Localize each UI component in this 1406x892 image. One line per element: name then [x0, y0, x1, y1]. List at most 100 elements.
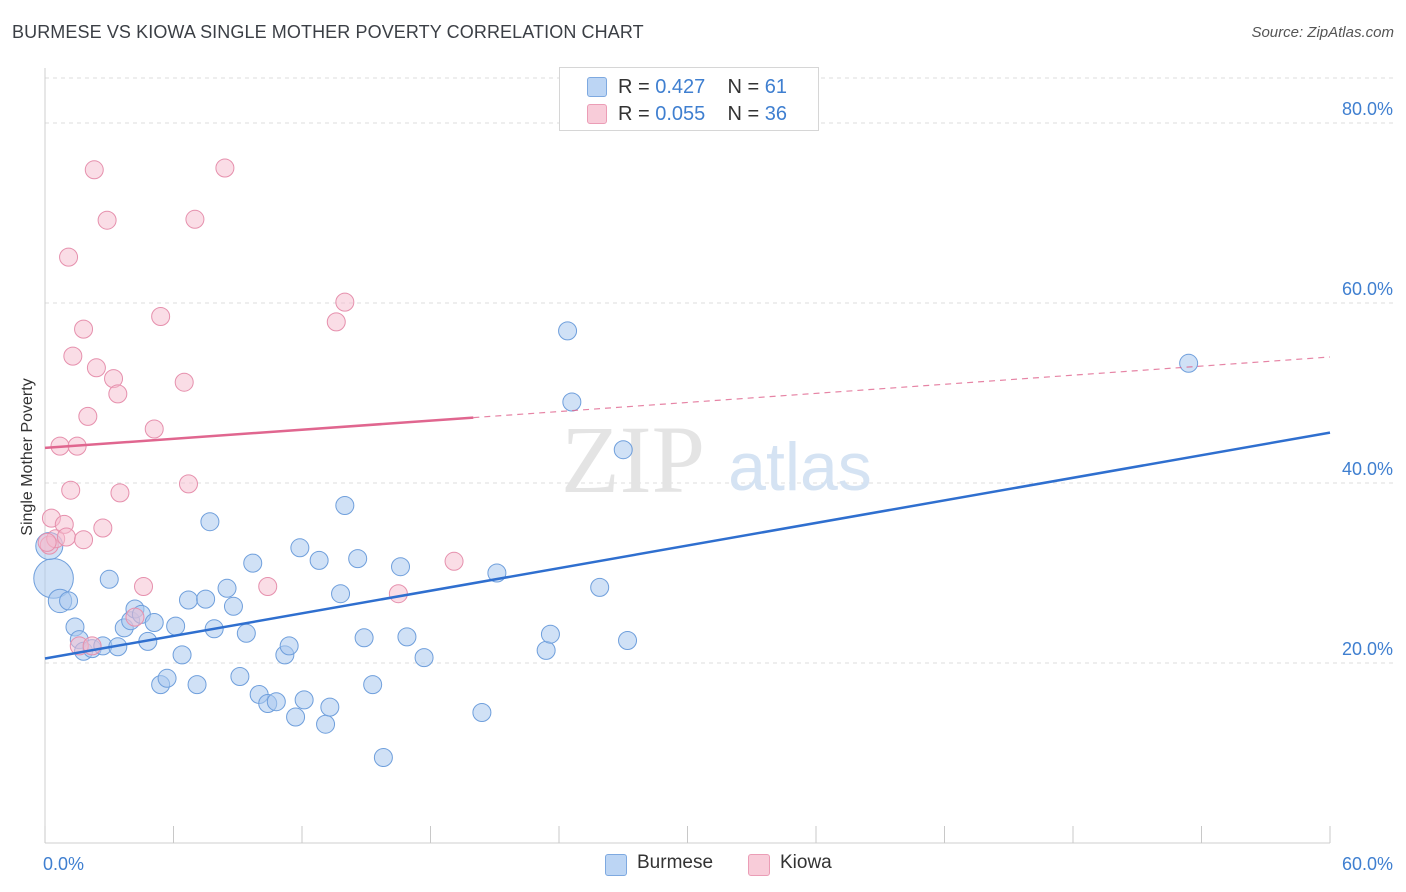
data-point-kiowa — [388, 584, 408, 604]
data-point-burmese — [178, 590, 198, 610]
data-point-burmese — [373, 748, 393, 767]
data-point-burmese — [217, 578, 237, 598]
data-point-burmese — [144, 613, 164, 632]
data-point-kiowa — [326, 312, 346, 332]
data-point-burmese — [236, 623, 256, 643]
data-point-burmese — [59, 591, 79, 611]
legend-n-label: N = — [727, 76, 760, 98]
data-point-burmese — [1179, 353, 1199, 373]
data-point-kiowa — [174, 372, 194, 392]
axis-layer — [44, 68, 1331, 844]
data-point-burmese — [200, 512, 220, 532]
legend-label: Kiowa — [780, 852, 832, 873]
data-point-kiowa — [151, 307, 171, 326]
data-point-kiowa — [215, 158, 235, 178]
data-point-burmese — [348, 549, 368, 569]
data-point-kiowa — [86, 358, 106, 378]
data-point-burmese — [414, 648, 434, 668]
legend-r-label: R = — [618, 103, 650, 125]
data-point-kiowa — [110, 483, 130, 503]
data-point-kiowa — [134, 577, 154, 596]
data-point-burmese — [172, 645, 192, 665]
data-point-burmese — [472, 703, 492, 722]
data-point-burmese — [363, 675, 383, 695]
data-point-burmese — [331, 584, 351, 604]
data-point-burmese — [536, 640, 556, 660]
y-tick-label: 80.0% — [1342, 99, 1393, 119]
data-point-kiowa — [444, 551, 464, 571]
data-point-burmese — [243, 553, 263, 573]
data-point-burmese — [99, 569, 119, 589]
data-point-burmese — [187, 675, 207, 695]
data-point-burmese — [230, 667, 250, 686]
legend-n-label: N = — [727, 103, 760, 125]
tick-label-layer: 20.0% 40.0% 60.0% 80.0% 0.0% 60.0% — [43, 99, 1393, 874]
source-credit: Source: ZipAtlas.com — [1251, 24, 1394, 41]
data-point-burmese — [397, 627, 417, 647]
legend-r-value: 0.055 — [655, 103, 706, 125]
data-point-kiowa — [37, 532, 57, 552]
data-point-kiowa — [61, 480, 81, 500]
watermark: ZIP atlas — [561, 406, 872, 513]
data-point-burmese — [157, 668, 177, 688]
x-tick-label: 60.0% — [1342, 854, 1393, 874]
data-point-burmese — [320, 697, 340, 717]
trendline-kiowa — [44, 416, 474, 450]
data-point-burmese — [309, 550, 329, 570]
data-point-burmese — [618, 631, 638, 650]
data-point-burmese — [558, 321, 578, 341]
data-point-kiowa — [63, 346, 83, 366]
data-point-burmese — [166, 616, 186, 636]
data-point-burmese — [223, 596, 243, 616]
data-point-kiowa — [335, 292, 355, 312]
burmese-swatch — [605, 854, 627, 876]
watermark-atlas: atlas — [728, 429, 872, 505]
data-point-kiowa — [97, 210, 117, 230]
data-point-kiowa — [74, 319, 94, 339]
data-point-burmese — [266, 692, 286, 712]
data-point-burmese — [354, 628, 374, 648]
data-point-burmese — [335, 496, 355, 515]
x-tick-label: 0.0% — [43, 854, 84, 874]
data-point-kiowa — [93, 518, 113, 538]
burmese-swatch — [587, 77, 607, 97]
legend-n-value: 36 — [764, 103, 788, 125]
legend-r-label: R = — [618, 76, 650, 98]
data-point-burmese — [196, 589, 216, 609]
data-point-kiowa — [185, 209, 205, 229]
y-tick-label: 40.0% — [1342, 459, 1393, 479]
data-point-kiowa — [59, 247, 79, 267]
data-point-burmese — [294, 690, 314, 710]
trendline-kiowa-projection — [473, 356, 1331, 419]
data-point-burmese — [286, 707, 306, 727]
data-point-kiowa — [144, 419, 164, 439]
chart-title: BURMESE VS KIOWA SINGLE MOTHER POVERTY C… — [12, 22, 644, 42]
data-point-kiowa — [108, 384, 128, 404]
legend-r-value: 0.427 — [655, 76, 706, 98]
data-point-burmese — [590, 577, 610, 597]
y-tick-label: 20.0% — [1342, 639, 1393, 659]
data-point-burmese — [613, 440, 633, 460]
data-point-kiowa — [84, 160, 104, 180]
legend-label: Burmese — [637, 852, 714, 873]
data-point-burmese — [316, 714, 336, 734]
trendline-burmese — [44, 431, 1331, 660]
data-point-kiowa — [56, 527, 76, 547]
legend-n-value: 61 — [764, 76, 788, 98]
stats-legend: R = 0.427 N = 61 R = 0.055 N = 36 — [559, 67, 819, 131]
kiowa-swatch — [748, 854, 770, 876]
data-point-burmese — [540, 624, 560, 644]
y-tick-label: 60.0% — [1342, 279, 1393, 299]
data-point-kiowa — [74, 530, 94, 550]
data-point-burmese — [290, 538, 310, 558]
data-point-kiowa — [178, 474, 198, 494]
kiowa-swatch — [587, 104, 607, 124]
watermark-zip: ZIP — [561, 406, 705, 513]
trend-layer — [44, 356, 1331, 660]
data-point-kiowa — [78, 406, 98, 426]
data-point-burmese — [562, 392, 582, 412]
data-point-burmese — [391, 557, 411, 577]
data-point-burmese — [279, 636, 299, 656]
data-point-kiowa — [258, 577, 278, 596]
